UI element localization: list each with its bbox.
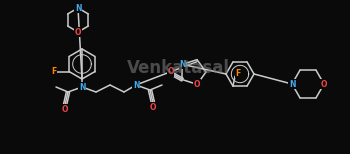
Text: F: F (235, 69, 241, 78)
Text: Venkatasal: Venkatasal (126, 59, 230, 77)
Text: O: O (62, 105, 68, 113)
Text: N: N (289, 79, 295, 89)
Text: N: N (79, 83, 85, 91)
Text: O: O (167, 67, 174, 76)
Text: O: O (194, 80, 200, 89)
Text: O: O (150, 103, 156, 111)
Text: N: N (133, 81, 139, 89)
Text: O: O (75, 28, 81, 36)
Text: O: O (321, 79, 327, 89)
Text: F: F (51, 67, 57, 76)
Text: N: N (75, 4, 81, 12)
Text: N: N (179, 60, 186, 69)
